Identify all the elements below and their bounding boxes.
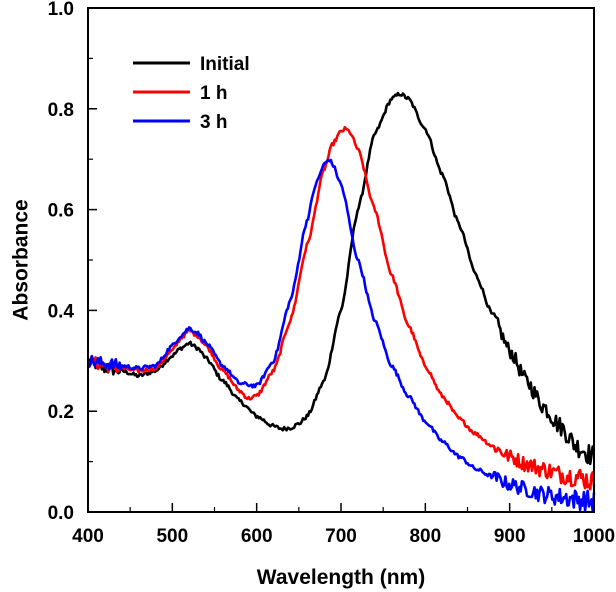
x-tick-label: 500 [156, 526, 188, 547]
series-lines [86, 91, 596, 513]
legend-label: 3 h [200, 112, 227, 133]
y-tick-label: 0.2 [48, 402, 74, 423]
x-tick-labels: 400 500 600 700 800 900 1000 [72, 526, 615, 547]
x-tick-label: 800 [409, 526, 441, 547]
series-line-1-h [86, 125, 596, 491]
y-tick-labels: 0.0 0.2 0.4 0.6 0.8 1.0 [48, 0, 75, 524]
x-tick-label: 600 [241, 526, 273, 547]
x-tick-label: 700 [325, 526, 357, 547]
x-tick-label: 400 [72, 526, 104, 547]
x-tick-label: 900 [494, 526, 526, 547]
series-line-initial [86, 91, 596, 466]
y-tick-label: 0.6 [48, 201, 74, 222]
y-tick-label: 1.0 [48, 0, 74, 20]
series-line-3-h [87, 158, 596, 513]
legend-label: Initial [200, 54, 250, 75]
y-axis-title: Absorbance [10, 199, 33, 320]
legend: Initial 1 h 3 h [133, 54, 250, 133]
plot-frame [87, 7, 595, 513]
minor-ticks [88, 57, 553, 512]
y-tick-label: 0.4 [48, 301, 75, 322]
x-tick-label: 1000 [573, 526, 615, 547]
major-ticks [87, 7, 595, 513]
legend-label: 1 h [200, 83, 227, 104]
y-tick-label: 0.0 [48, 503, 74, 524]
x-axis-title: Wavelength (nm) [257, 566, 425, 589]
y-tick-label: 0.8 [48, 100, 74, 121]
